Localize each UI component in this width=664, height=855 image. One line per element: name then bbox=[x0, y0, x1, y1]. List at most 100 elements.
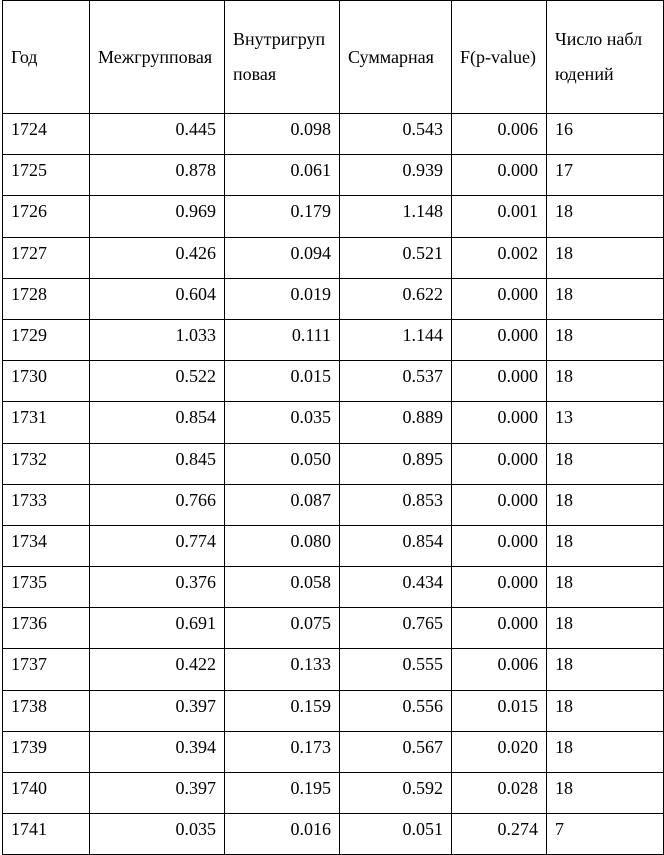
cell-total: 0.434 bbox=[339, 566, 452, 609]
table-row: 1733 0.766 0.087 0.853 0.000 18 bbox=[2, 483, 664, 526]
cell-year: 1736 bbox=[2, 607, 90, 650]
table-row: 1724 0.445 0.098 0.543 0.006 16 bbox=[2, 112, 664, 156]
cell-year: 1735 bbox=[2, 566, 90, 609]
cell-observations: 18 bbox=[546, 771, 664, 815]
header-within-group: Внутригрупповая bbox=[224, 0, 340, 114]
table-row: 1728 0.604 0.019 0.622 0.000 18 bbox=[2, 277, 664, 320]
cell-observations: 18 bbox=[546, 483, 664, 526]
cell-f-pvalue: 0.015 bbox=[451, 689, 547, 732]
table-row: 1738 0.397 0.159 0.556 0.015 18 bbox=[2, 689, 664, 732]
cell-within-group: 0.098 bbox=[224, 112, 340, 156]
table-row: 1734 0.774 0.080 0.854 0.000 18 bbox=[2, 524, 664, 568]
cell-within-group: 0.019 bbox=[224, 277, 340, 320]
cell-f-pvalue: 0.006 bbox=[451, 648, 547, 691]
cell-within-group: 0.035 bbox=[224, 401, 340, 444]
table-row: 1735 0.376 0.058 0.434 0.000 18 bbox=[2, 566, 664, 609]
cell-year: 1739 bbox=[2, 730, 90, 774]
cell-f-pvalue: 0.000 bbox=[451, 483, 547, 526]
cell-observations: 18 bbox=[546, 566, 664, 609]
cell-year: 1728 bbox=[2, 277, 90, 320]
cell-total: 0.889 bbox=[339, 401, 452, 444]
cell-within-group: 0.094 bbox=[224, 236, 340, 279]
cell-observations: 13 bbox=[546, 401, 664, 444]
cell-year: 1737 bbox=[2, 648, 90, 691]
cell-observations: 18 bbox=[546, 689, 664, 732]
cell-year: 1724 bbox=[2, 112, 90, 156]
cell-f-pvalue: 0.000 bbox=[451, 442, 547, 485]
cell-within-group: 0.016 bbox=[224, 813, 340, 855]
cell-within-group: 0.173 bbox=[224, 730, 340, 774]
header-year: Год bbox=[2, 0, 90, 114]
cell-total: 0.592 bbox=[339, 771, 452, 815]
cell-observations: 18 bbox=[546, 277, 664, 320]
cell-between-group: 0.774 bbox=[89, 524, 225, 568]
cell-year: 1725 bbox=[2, 154, 90, 197]
cell-between-group: 0.854 bbox=[89, 401, 225, 444]
table-row: 1729 1.033 0.111 1.144 0.000 18 bbox=[2, 318, 664, 362]
cell-f-pvalue: 0.000 bbox=[451, 607, 547, 650]
table-row: 1739 0.394 0.173 0.567 0.020 18 bbox=[2, 730, 664, 774]
cell-year: 1729 bbox=[2, 318, 90, 362]
cell-between-group: 0.691 bbox=[89, 607, 225, 650]
table-row: 1727 0.426 0.094 0.521 0.002 18 bbox=[2, 236, 664, 279]
header-f-pvalue: F(p-value) bbox=[451, 0, 547, 114]
cell-year: 1730 bbox=[2, 360, 90, 403]
cell-between-group: 0.397 bbox=[89, 689, 225, 732]
header-between-group: Межгрупповая bbox=[89, 0, 225, 114]
cell-f-pvalue: 0.002 bbox=[451, 236, 547, 279]
cell-within-group: 0.133 bbox=[224, 648, 340, 691]
cell-year: 1727 bbox=[2, 236, 90, 279]
cell-year: 1740 bbox=[2, 771, 90, 815]
cell-within-group: 0.080 bbox=[224, 524, 340, 568]
cell-observations: 17 bbox=[546, 154, 664, 197]
cell-observations: 18 bbox=[546, 524, 664, 568]
cell-f-pvalue: 0.000 bbox=[451, 277, 547, 320]
cell-f-pvalue: 0.000 bbox=[451, 401, 547, 444]
cell-observations: 18 bbox=[546, 730, 664, 774]
cell-year: 1726 bbox=[2, 195, 90, 238]
cell-observations: 18 bbox=[546, 648, 664, 691]
header-row: Год Межгрупповая Внутригрупповая Суммарн… bbox=[2, 0, 664, 114]
cell-between-group: 0.604 bbox=[89, 277, 225, 320]
cell-observations: 18 bbox=[546, 442, 664, 485]
cell-total: 0.543 bbox=[339, 112, 452, 156]
cell-f-pvalue: 0.001 bbox=[451, 195, 547, 238]
table-row: 1740 0.397 0.195 0.592 0.028 18 bbox=[2, 771, 664, 815]
table-row: 1730 0.522 0.015 0.537 0.000 18 bbox=[2, 360, 664, 403]
cell-between-group: 0.394 bbox=[89, 730, 225, 774]
cell-f-pvalue: 0.020 bbox=[451, 730, 547, 774]
table-row: 1741 0.035 0.016 0.051 0.274 7 bbox=[2, 813, 664, 855]
cell-within-group: 0.050 bbox=[224, 442, 340, 485]
cell-observations: 16 bbox=[546, 112, 664, 156]
cell-total: 0.051 bbox=[339, 813, 452, 855]
cell-year: 1738 bbox=[2, 689, 90, 732]
cell-total: 0.854 bbox=[339, 524, 452, 568]
cell-total: 0.853 bbox=[339, 483, 452, 526]
cell-total: 1.148 bbox=[339, 195, 452, 238]
cell-within-group: 0.111 bbox=[224, 318, 340, 362]
cell-observations: 18 bbox=[546, 360, 664, 403]
cell-within-group: 0.015 bbox=[224, 360, 340, 403]
cell-within-group: 0.087 bbox=[224, 483, 340, 526]
cell-total: 0.765 bbox=[339, 607, 452, 650]
cell-between-group: 0.426 bbox=[89, 236, 225, 279]
cell-total: 0.895 bbox=[339, 442, 452, 485]
cell-between-group: 0.845 bbox=[89, 442, 225, 485]
cell-observations: 18 bbox=[546, 607, 664, 650]
cell-within-group: 0.058 bbox=[224, 566, 340, 609]
cell-between-group: 0.445 bbox=[89, 112, 225, 156]
cell-between-group: 0.766 bbox=[89, 483, 225, 526]
cell-between-group: 0.878 bbox=[89, 154, 225, 197]
table-row: 1732 0.845 0.050 0.895 0.000 18 bbox=[2, 442, 664, 485]
cell-within-group: 0.179 bbox=[224, 195, 340, 238]
cell-total: 0.521 bbox=[339, 236, 452, 279]
header-total: Суммарная bbox=[339, 0, 452, 114]
cell-observations: 18 bbox=[546, 236, 664, 279]
cell-f-pvalue: 0.000 bbox=[451, 154, 547, 197]
cell-f-pvalue: 0.028 bbox=[451, 771, 547, 815]
table-row: 1725 0.878 0.061 0.939 0.000 17 bbox=[2, 154, 664, 197]
cell-f-pvalue: 0.000 bbox=[451, 318, 547, 362]
cell-observations: 18 bbox=[546, 195, 664, 238]
cell-year: 1741 bbox=[2, 813, 90, 855]
